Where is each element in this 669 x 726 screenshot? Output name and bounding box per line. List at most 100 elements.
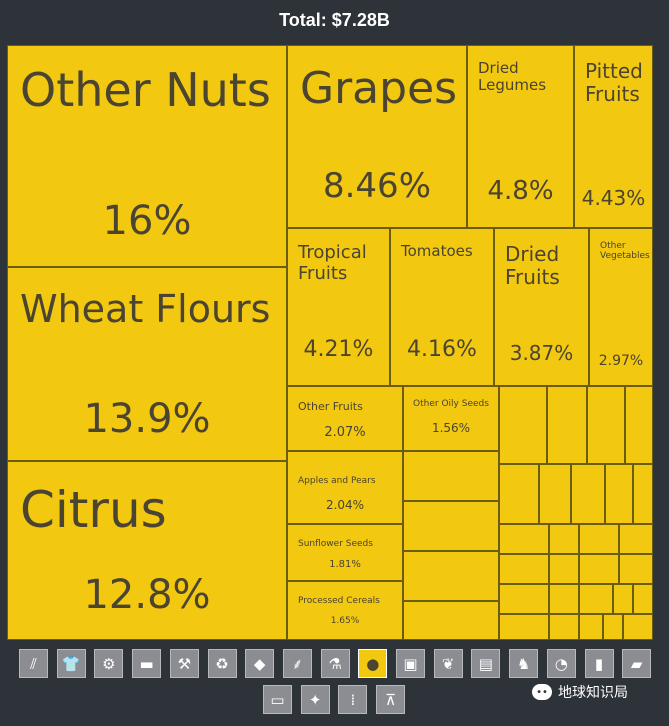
- shoe-icon[interactable]: ▰: [622, 649, 652, 678]
- treemap-tile-small[interactable]: [633, 584, 653, 614]
- treemap-tile-small[interactable]: [619, 554, 653, 584]
- treemap-tile-small[interactable]: [403, 551, 499, 601]
- watermark-text: 地球知识局: [558, 685, 628, 701]
- tile-label: Sunflower Seeds: [298, 539, 373, 549]
- hide-icon[interactable]: ✦: [300, 685, 330, 714]
- leaf-icon[interactable]: ❦: [433, 649, 463, 678]
- treemap-tile[interactable]: Tomatoes 4.16%: [390, 228, 494, 386]
- treemap-tile[interactable]: Dried Legumes 4.8%: [467, 45, 574, 228]
- treemap-tile-small[interactable]: [579, 554, 619, 584]
- treemap-tile-small[interactable]: [403, 451, 499, 501]
- wheat-icon[interactable]: ⸙: [282, 649, 312, 678]
- treemap-tile[interactable]: Other Oily Seeds 1.56%: [403, 386, 499, 451]
- watermark: •• 地球知识局: [532, 682, 628, 702]
- ruler-icon[interactable]: ▭: [263, 685, 292, 714]
- treemap-tile[interactable]: Sunflower Seeds 1.81%: [287, 524, 403, 581]
- treemap-tile-small[interactable]: [499, 524, 549, 554]
- tile-percentage: 1.65%: [330, 616, 360, 626]
- treemap-tile[interactable]: Other Nuts 16%: [7, 45, 287, 267]
- anvil-icon[interactable]: ▬: [132, 649, 162, 678]
- tile-percentage: 13.9%: [83, 396, 211, 442]
- pickaxe-icon[interactable]: ⚒: [169, 649, 199, 678]
- easel-icon[interactable]: ⊼: [376, 685, 406, 714]
- tile-label: Tropical Fruits: [298, 242, 367, 284]
- treemap-tile[interactable]: Apples and Pears 2.04%: [287, 451, 403, 524]
- treemap-tile-small[interactable]: [579, 614, 603, 640]
- tile-percentage: 4.16%: [407, 337, 477, 362]
- tile-label: Dried Fruits: [505, 242, 560, 289]
- treemap-tile-small[interactable]: [579, 524, 619, 554]
- recycle-icon[interactable]: ♻: [207, 649, 237, 678]
- tile-label: Apples and Pears: [298, 476, 376, 486]
- treemap-tile-small[interactable]: [579, 584, 613, 614]
- treemap-tile[interactable]: Pitted Fruits 4.43%: [574, 45, 653, 228]
- treemap-tile[interactable]: Grapes 8.46%: [287, 45, 467, 228]
- treemap-tile-small[interactable]: [499, 464, 539, 524]
- tile-percentage: 4.21%: [303, 337, 374, 362]
- treemap-tile-small[interactable]: [587, 386, 625, 464]
- tile-percentage: 4.8%: [487, 176, 554, 206]
- treemap-tile[interactable]: Wheat Flours 13.9%: [7, 267, 287, 461]
- flask-icon[interactable]: ⚗: [320, 649, 350, 678]
- treemap-tile[interactable]: Citrus 12.8%: [7, 461, 287, 640]
- treemap-tile-small[interactable]: [499, 614, 549, 640]
- tile-label: Grapes: [300, 63, 458, 114]
- treemap-tile-small[interactable]: [403, 501, 499, 551]
- gear-icon[interactable]: ⚙: [94, 649, 124, 678]
- treemap-tile-small[interactable]: [499, 554, 549, 584]
- tile-label: Other Oily Seeds: [413, 399, 489, 409]
- treemap-tile-small[interactable]: [619, 524, 653, 554]
- animal-icon[interactable]: ♞: [509, 649, 539, 678]
- tile-label: Citrus: [20, 481, 167, 539]
- tile-label: Other Vegetables: [600, 241, 650, 262]
- tile-label: Wheat Flours: [20, 287, 271, 331]
- treemap-tile-small[interactable]: [633, 464, 653, 524]
- treemap-tile-small[interactable]: [625, 386, 653, 464]
- treemap-tile-small[interactable]: [605, 464, 633, 524]
- bullets-icon[interactable]: ⁞: [338, 685, 368, 714]
- tile-percentage: 8.46%: [322, 166, 431, 206]
- treemap-tile-small[interactable]: [623, 614, 653, 640]
- treemap-tile[interactable]: Dried Fruits 3.87%: [494, 228, 589, 386]
- treemap-tile-small[interactable]: [499, 386, 547, 464]
- category-icon-bar: ⫽ 👕 ⚙ ▬ ⚒ ♻ ◆ ⸙ ⚗ ● ▣ ❦ ▤ ♞ ◔ ▮ ▰ ▭ ✦ ⁞ ⊼: [0, 647, 669, 722]
- treemap-tile-small[interactable]: [549, 554, 579, 584]
- tile-percentage: 3.87%: [509, 341, 574, 365]
- treemap-tile[interactable]: Other Fruits 2.07%: [287, 386, 403, 451]
- tile-percentage: 2.97%: [598, 353, 644, 369]
- battery-icon[interactable]: ▮: [584, 649, 614, 678]
- treemap-tile-small[interactable]: [547, 386, 587, 464]
- tile-percentage: 12.8%: [83, 572, 211, 618]
- fruit-icon[interactable]: ●: [358, 649, 388, 678]
- treemap-tile-small[interactable]: [549, 524, 579, 554]
- treemap-tile-small[interactable]: [603, 614, 623, 640]
- treemap-tile-small[interactable]: [499, 584, 549, 614]
- tile-percentage: 2.07%: [324, 425, 366, 440]
- tile-label: Other Fruits: [298, 400, 363, 413]
- tile-percentage: 1.56%: [431, 421, 471, 435]
- treemap-tile[interactable]: Processed Cereals 1.65%: [287, 581, 403, 640]
- treemap-tile-small[interactable]: [539, 464, 571, 524]
- tile-label: Processed Cereals: [298, 596, 380, 606]
- treemap-tile[interactable]: Tropical Fruits 4.21%: [287, 228, 390, 386]
- chart-title: Total: $7.28B: [279, 10, 390, 30]
- tile-label: Dried Legumes: [478, 59, 547, 95]
- tile-percentage: 4.43%: [581, 186, 646, 210]
- diamond-icon[interactable]: ◆: [245, 649, 275, 678]
- treemap-tile[interactable]: Other Vegetables 2.97%: [589, 228, 653, 386]
- box-icon[interactable]: ▣: [396, 649, 425, 678]
- tile-label: Other Nuts: [20, 63, 271, 117]
- treemap-tile-small[interactable]: [613, 584, 633, 614]
- treemap-tile-small[interactable]: [403, 601, 499, 640]
- tile-percentage: 16%: [102, 198, 192, 244]
- gauge-icon[interactable]: ◔: [546, 649, 576, 678]
- treemap: Other Nuts 16% Wheat Flours 13.9% Citrus 12.8…: [7, 45, 653, 640]
- treemap-tile-small[interactable]: [549, 614, 579, 640]
- tile-label: Tomatoes: [401, 242, 473, 260]
- shirt-icon[interactable]: 👕: [56, 649, 86, 678]
- tile-percentage: 2.04%: [325, 498, 365, 512]
- document-icon[interactable]: ▤: [471, 649, 501, 678]
- treemap-tile-small[interactable]: [549, 584, 579, 614]
- treemap-tile-small[interactable]: [571, 464, 605, 524]
- road-icon[interactable]: ⫽: [19, 649, 48, 678]
